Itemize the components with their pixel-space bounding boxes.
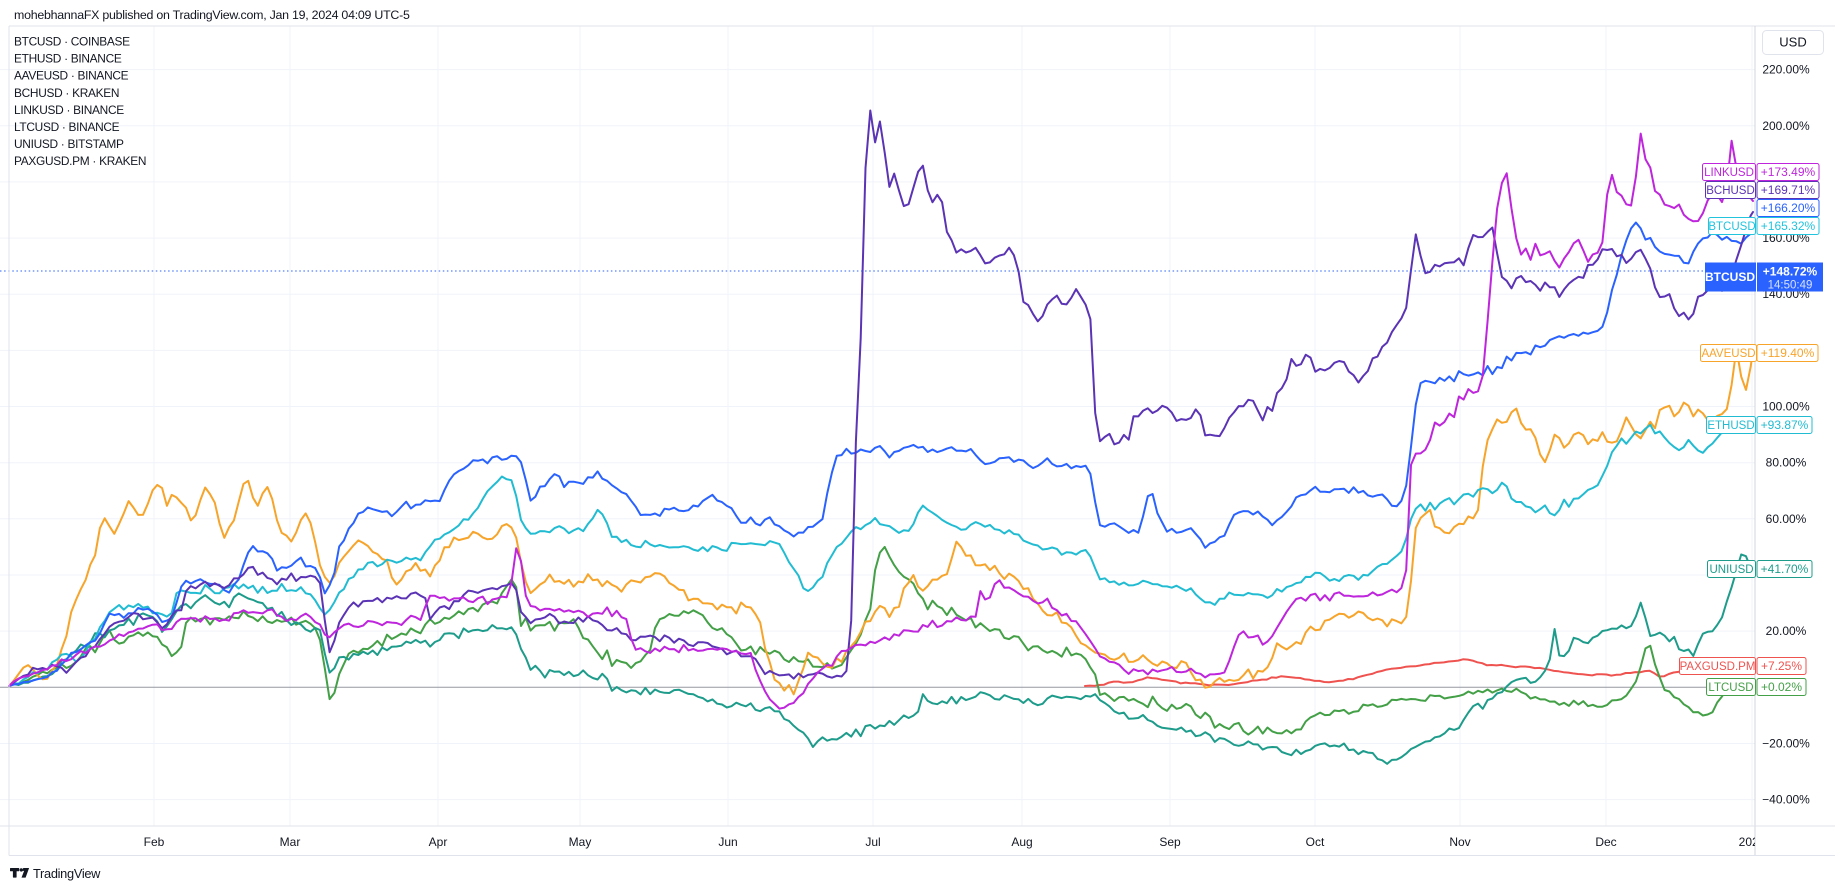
svg-text:+93.87%: +93.87% [1761, 418, 1809, 432]
svg-text:PAXGUSD.PM · KRAKEN: PAXGUSD.PM · KRAKEN [14, 154, 146, 168]
svg-text:+166.20%: +166.20% [1761, 201, 1816, 215]
svg-text:Aug: Aug [1011, 835, 1032, 849]
svg-text:Jun: Jun [718, 835, 737, 849]
svg-text:USD: USD [1779, 35, 1806, 50]
svg-text:Nov: Nov [1449, 835, 1470, 849]
svg-text:Apr: Apr [429, 835, 448, 849]
svg-text:−20.00%: −20.00% [1762, 737, 1810, 751]
svg-text:100.00%: 100.00% [1762, 400, 1810, 414]
svg-text:ETHUSD · BINANCE: ETHUSD · BINANCE [14, 52, 122, 66]
svg-text:TradingView: TradingView [33, 866, 101, 881]
svg-text:BTCUSD · COINBASE: BTCUSD · COINBASE [14, 35, 130, 49]
svg-text:220.00%: 220.00% [1762, 63, 1810, 77]
svg-text:BCHUSD: BCHUSD [1706, 185, 1755, 197]
svg-text:LINKUSD · BINANCE: LINKUSD · BINANCE [14, 103, 124, 117]
svg-text:LINKUSD: LINKUSD [1704, 167, 1754, 179]
svg-text:+0.02%: +0.02% [1761, 680, 1802, 694]
svg-text:AAVEUSD · BINANCE: AAVEUSD · BINANCE [14, 69, 129, 83]
svg-text:+7.25%: +7.25% [1761, 659, 1802, 673]
svg-text:BTCUSD: BTCUSD [1708, 221, 1755, 233]
svg-text:May: May [569, 835, 592, 849]
svg-text:80.00%: 80.00% [1766, 456, 1807, 470]
svg-text:+169.71%: +169.71% [1761, 183, 1816, 197]
svg-text:BCHUSD · KRAKEN: BCHUSD · KRAKEN [14, 86, 119, 100]
svg-text:Sep: Sep [1159, 835, 1181, 849]
svg-text:AAVEUSD: AAVEUSD [1701, 348, 1755, 360]
svg-text:LTCUSD · BINANCE: LTCUSD · BINANCE [14, 120, 120, 134]
svg-text:ETHUSD: ETHUSD [1707, 420, 1754, 432]
svg-text:2024: 2024 [1739, 835, 1766, 849]
svg-text:+173.49%: +173.49% [1761, 165, 1816, 179]
svg-text:BTCUSD: BTCUSD [1705, 270, 1755, 284]
svg-text:+165.32%: +165.32% [1761, 219, 1816, 233]
svg-text:UNIUSD: UNIUSD [1709, 564, 1753, 576]
svg-text:LTCUSD: LTCUSD [1708, 682, 1753, 694]
svg-text:mohebhannaFX published on Trad: mohebhannaFX published on TradingView.co… [14, 8, 410, 22]
svg-text:Feb: Feb [144, 835, 165, 849]
svg-text:60.00%: 60.00% [1766, 512, 1807, 526]
svg-text:200.00%: 200.00% [1762, 119, 1810, 133]
svg-text:Jul: Jul [865, 835, 880, 849]
svg-text:+148.72%: +148.72% [1763, 265, 1818, 279]
svg-text:UNIUSD · BITSTAMP: UNIUSD · BITSTAMP [14, 137, 124, 151]
svg-text:Dec: Dec [1595, 835, 1616, 849]
svg-text:Mar: Mar [280, 835, 301, 849]
svg-text:Oct: Oct [1306, 835, 1325, 849]
svg-text:PAXGUSD.PM: PAXGUSD.PM [1680, 661, 1756, 673]
svg-text:20.00%: 20.00% [1766, 624, 1807, 638]
svg-text:+41.70%: +41.70% [1761, 562, 1809, 576]
svg-text:−40.00%: −40.00% [1762, 793, 1810, 807]
svg-text:+119.40%: +119.40% [1761, 346, 1815, 360]
svg-text:14:50:49: 14:50:49 [1768, 280, 1813, 292]
